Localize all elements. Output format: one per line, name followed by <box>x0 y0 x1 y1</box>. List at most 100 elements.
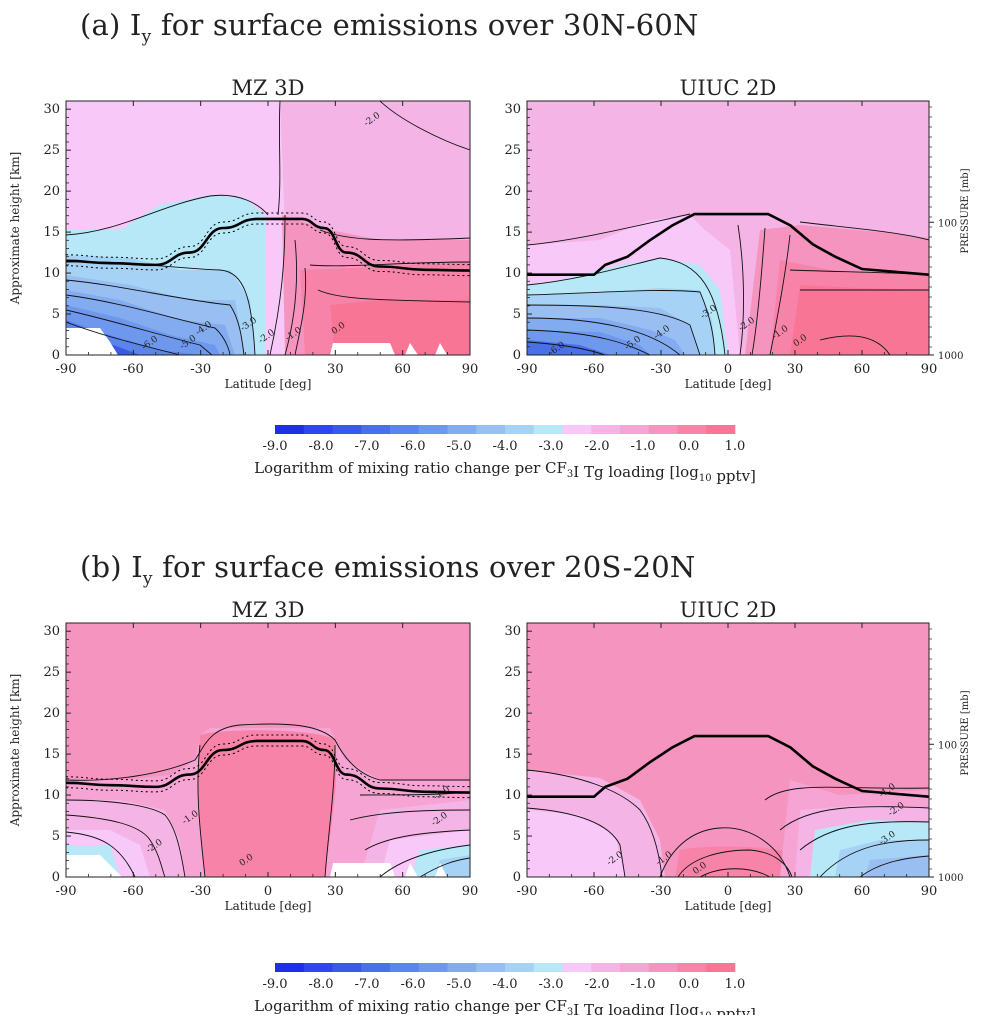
y-tick-label: 5 <box>52 829 60 844</box>
y-tick-label: 30 <box>43 102 60 117</box>
y-tick-label: 5 <box>52 307 60 322</box>
chart-title: MZ 3D <box>232 598 305 622</box>
x-tick-label: -30 <box>651 362 672 377</box>
y-tick-label: 20 <box>43 706 60 721</box>
tropopause-upper-dotted <box>66 212 470 266</box>
x-tick-label: 0 <box>724 884 732 899</box>
colorbar-label: Logarithm of mixing ratio change per CF3… <box>254 997 756 1015</box>
y-tick-label: 0 <box>513 348 521 363</box>
colorbar-tick-label: -5.0 <box>446 977 471 992</box>
colorbar-tick-label: -9.0 <box>262 439 287 454</box>
x-tick-label: 60 <box>854 362 871 377</box>
x-tick-label: -60 <box>123 884 144 899</box>
colorbar-swatch <box>476 963 506 972</box>
colorbar-swatch <box>505 963 535 972</box>
colorbar-swatch <box>620 963 650 972</box>
colorbar-tick-label: -8.0 <box>308 977 333 992</box>
x-tick-label: 60 <box>854 884 871 899</box>
y-tick-label: 10 <box>43 266 60 281</box>
y-tick-label: 15 <box>43 747 60 762</box>
x-tick-label: 60 <box>394 362 411 377</box>
x-tick-label: -90 <box>56 884 77 899</box>
chart-b-uiuc2d <box>527 623 929 877</box>
colorbar-swatch <box>591 963 621 972</box>
pressure-tick-label: 100 <box>938 218 957 229</box>
colorbar-swatch <box>706 963 736 972</box>
pressure-tick-label: 1000 <box>938 873 963 884</box>
chart-title: UIUC 2D <box>680 76 777 100</box>
colorbar-swatch <box>677 425 707 434</box>
colorbar-swatch <box>476 425 506 434</box>
x-axis-label: Latitude [deg] <box>225 899 312 913</box>
colorbar-swatch <box>418 963 448 972</box>
colorbar-swatch <box>332 425 362 434</box>
y-tick-label: 10 <box>504 266 521 281</box>
y-tick-label: 5 <box>513 307 521 322</box>
chart-frame-3: UIUC 2D -90 -60 -30 0 30 60 90 0 5 10 15 20 25 30 Latit… <box>504 598 971 913</box>
colorbar-swatch <box>303 425 333 434</box>
x-tick-label: -60 <box>584 362 605 377</box>
colorbar-swatch <box>418 425 448 434</box>
colorbar-tick-label: -1.0 <box>630 977 655 992</box>
tropopause-line <box>66 739 470 794</box>
y-axis-label: Approximate height [km] <box>8 674 22 828</box>
colorbar-swatch <box>533 425 563 434</box>
colorbar-tick-label: -4.0 <box>492 977 517 992</box>
y-tick-label: 25 <box>504 665 521 680</box>
colorbar-tick-label: 1.0 <box>725 439 746 454</box>
colorbar-swatch <box>303 963 333 972</box>
x-axis-label: Latitude [deg] <box>685 377 772 391</box>
chart-title: MZ 3D <box>232 76 305 100</box>
y-tick-label: 20 <box>504 706 521 721</box>
y-tick-label: 30 <box>504 624 521 639</box>
x-axis-label: Latitude [deg] <box>685 899 772 913</box>
x-tick-label: 30 <box>787 884 804 899</box>
axes-layer: MZ 3D -90 -60 -30 0 30 60 90 0 5 10 15 20 25 30 Latitud… <box>8 76 971 913</box>
y-tick-label: 25 <box>504 143 521 158</box>
colorbar-b: -9.0 -8.0 -7.0 -6.0 -5.0 -4.0 -3.0 -2.0 -1.0 0.0 1… <box>254 963 756 1015</box>
colorbar-tick-label: -3.0 <box>538 439 563 454</box>
colorbar-tick-label: -5.0 <box>446 439 471 454</box>
colorbar-swatch <box>562 963 592 972</box>
colorbar-swatch <box>648 963 678 972</box>
chart-b-mz3d <box>66 623 470 877</box>
chart-frame-0: MZ 3D -90 -60 -30 0 30 60 90 0 5 10 15 20 25 30 Latitud… <box>8 76 478 391</box>
colorbar-a: -9.0 -8.0 -7.0 -6.0 -5.0 -4.0 -3.0 -2.0 -1.0 0.0 1… <box>254 425 756 485</box>
colorbar-swatch <box>447 425 477 434</box>
x-axis-label: Latitude [deg] <box>225 377 312 391</box>
tropopause-line <box>527 212 929 276</box>
colorbar-swatch <box>648 425 678 434</box>
tropopause-line <box>66 217 470 272</box>
x-tick-label: -60 <box>123 362 144 377</box>
y-tick-label: 15 <box>504 225 521 240</box>
x-tick-label: 60 <box>394 884 411 899</box>
tropopause-upper-dotted <box>66 734 470 788</box>
x-tick-label: -90 <box>56 362 77 377</box>
chart-frame-2: MZ 3D -90 -60 -30 0 30 60 90 0 5 10 15 20 25 30 Latitud… <box>8 598 478 913</box>
colorbar-label: Logarithm of mixing ratio change per CF3… <box>254 459 756 485</box>
y-tick-label: 25 <box>43 143 60 158</box>
panel-b-title: (b) Iy for surface emissions over 20S-20… <box>80 550 696 589</box>
x-tick-label: 0 <box>264 884 272 899</box>
colorbar-swatch <box>275 425 305 434</box>
y-axis-label: Approximate height [km] <box>8 152 22 306</box>
colorbar-tick-label: 0.0 <box>679 439 700 454</box>
y-tick-label: 30 <box>43 624 60 639</box>
x-tick-label: 90 <box>921 884 938 899</box>
pressure-axis-label: PRESSURE [mb] <box>960 168 971 253</box>
pressure-tick-label: 100 <box>938 740 957 751</box>
y-tick-label: 20 <box>43 184 60 199</box>
colorbar-tick-label: -8.0 <box>308 439 333 454</box>
colorbar-swatch <box>361 425 391 434</box>
colorbar-tick-label: 0.0 <box>679 977 700 992</box>
pressure-tick-label: 1000 <box>938 351 963 362</box>
y-tick-label: 15 <box>504 747 521 762</box>
y-tick-label: 0 <box>52 348 60 363</box>
x-tick-label: -90 <box>517 884 538 899</box>
x-tick-label: 30 <box>327 362 344 377</box>
y-tick-label: 15 <box>43 225 60 240</box>
colorbar-swatch <box>562 425 592 434</box>
colorbar-swatch <box>390 963 420 972</box>
colorbar-swatch <box>390 425 420 434</box>
colorbar-swatch <box>447 963 477 972</box>
